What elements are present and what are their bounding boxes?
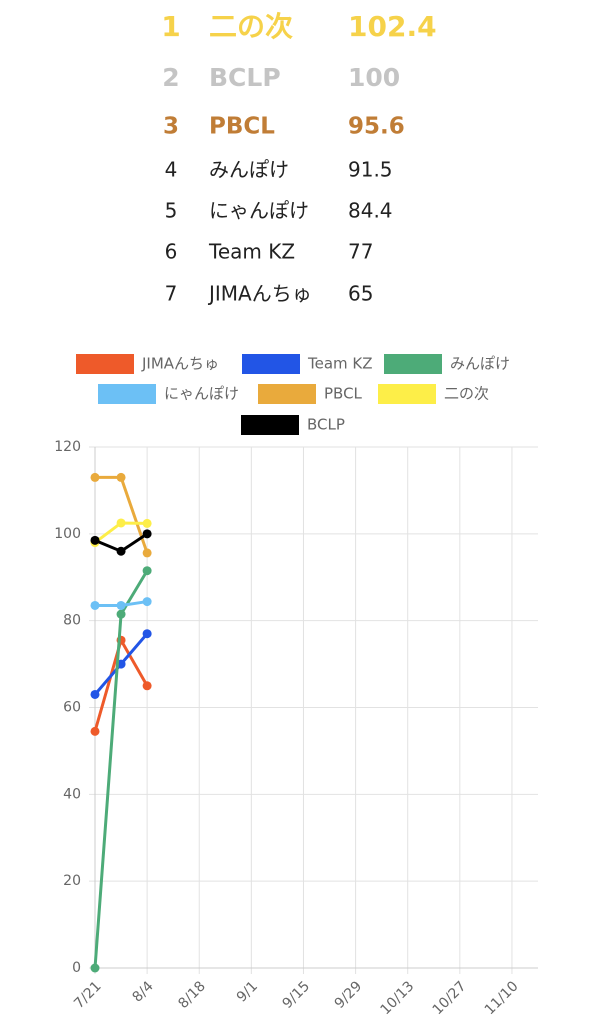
data-point [90,600,100,610]
x-tick-label: 8/18 [175,978,209,1012]
legend-swatch [98,384,156,404]
data-point [90,689,100,699]
legend-swatch [242,354,300,374]
rank: 1 [161,10,180,43]
data-point [142,629,152,639]
data-point [116,518,126,528]
team-name: みんぽけ [209,158,289,182]
score: 95.6 [348,114,405,140]
score: 77 [348,240,373,264]
legend-swatch [241,415,299,435]
y-tick-label: 40 [63,786,81,802]
y-tick-label: 60 [63,700,81,716]
y-tick-label: 20 [63,873,81,889]
legend-swatch [258,384,316,404]
data-point [142,548,152,558]
data-point [142,597,152,607]
x-tick-label: 9/1 [234,978,261,1005]
series-line [93,569,149,969]
team-name: JIMAんちゅ [207,282,312,306]
data-point [116,472,126,482]
x-tick-label: 8/4 [130,978,157,1005]
rank: 7 [165,282,178,306]
team-name: 二の次 [209,10,293,43]
legend-swatch [378,384,436,404]
x-tick-label: 7/21 [71,978,105,1012]
data-point [142,518,152,528]
score: 91.5 [348,158,393,182]
team-name: にゃんぽけ [209,199,309,223]
legend-label: PBCL [324,385,363,403]
data-point [116,600,126,610]
legend-label: 二の次 [444,385,489,403]
score: 102.4 [348,10,437,43]
legend-label: にゃんぽけ [164,385,239,403]
x-tick-label: 11/10 [482,978,522,1018]
series-line [95,475,149,554]
legend-swatch [76,354,134,374]
data-point [116,609,126,619]
rank: 3 [163,114,179,140]
data-point [142,566,152,576]
rank: 5 [165,199,178,223]
rank: 4 [165,158,178,182]
data-point [90,535,100,545]
x-tick-label: 10/27 [430,978,470,1018]
y-tick-label: 0 [72,960,81,976]
data-point [90,726,100,736]
data-point [116,546,126,556]
y-tick-label: 120 [54,439,81,455]
legend-label: BCLP [307,416,345,434]
legend-label: JIMAんちゅ [141,355,219,373]
team-name: Team KZ [208,240,295,264]
x-tick-label: 10/13 [378,978,418,1018]
legend-swatch [384,354,442,374]
data-point [142,529,152,539]
team-name: PBCL [209,114,275,140]
score: 100 [348,63,400,92]
y-tick-label: 100 [54,526,81,542]
data-point [142,681,152,691]
x-tick-label: 9/29 [332,978,366,1012]
rank: 6 [165,240,178,264]
legend-label: みんぽけ [450,355,510,373]
data-point [90,472,100,482]
legend-label: Team KZ [307,355,373,373]
x-tick-label: 9/15 [280,978,314,1012]
score: 84.4 [348,199,393,223]
y-tick-label: 80 [63,613,81,629]
rank: 2 [162,63,179,92]
data-point [90,963,100,973]
team-name: BCLP [209,63,281,92]
score: 65 [348,282,373,306]
